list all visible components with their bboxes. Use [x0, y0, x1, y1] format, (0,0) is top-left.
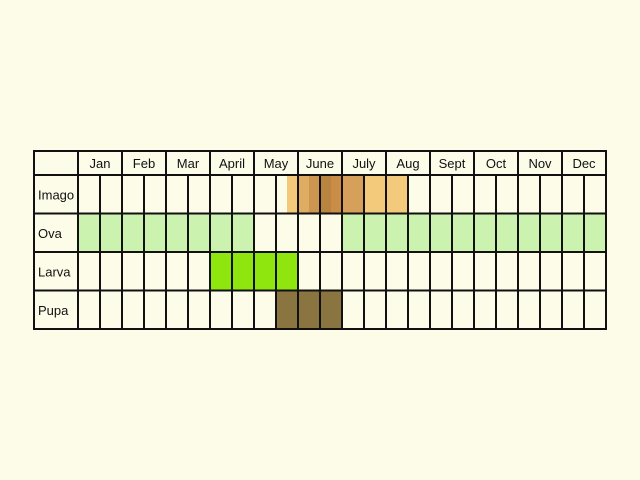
- stage-bar-imago: [364, 175, 386, 214]
- stage-bar-imago: [320, 175, 331, 214]
- month-label: June: [306, 156, 334, 171]
- month-label: Feb: [133, 156, 155, 171]
- stage-bar-imago: [287, 175, 298, 214]
- grid-lines: [33, 150, 607, 330]
- stage-bar-imago: [342, 175, 364, 214]
- stage-bar-imago: [298, 175, 309, 214]
- month-label: May: [264, 156, 289, 171]
- month-label: Sept: [439, 156, 466, 171]
- stage-label-larva: Larva: [38, 264, 71, 279]
- month-label: April: [219, 156, 245, 171]
- stage-bar-imago: [386, 175, 408, 214]
- stage-bar-imago: [331, 175, 342, 214]
- stage-label-ova: Ova: [38, 226, 63, 241]
- month-label: Oct: [486, 156, 507, 171]
- month-label: Nov: [528, 156, 552, 171]
- stage-bar-imago: [309, 175, 320, 214]
- stage-label-pupa: Pupa: [38, 303, 69, 318]
- month-label: Mar: [177, 156, 200, 171]
- stage-bar-pupa: [276, 290, 342, 329]
- month-label: July: [352, 156, 376, 171]
- month-label: Dec: [572, 156, 596, 171]
- month-label: Aug: [396, 156, 419, 171]
- labels: Jan Feb Mar April May June July Aug Sept Oct Nov De…: [38, 156, 596, 318]
- month-label: Jan: [90, 156, 111, 171]
- stage-label-imago: Imago: [38, 187, 74, 202]
